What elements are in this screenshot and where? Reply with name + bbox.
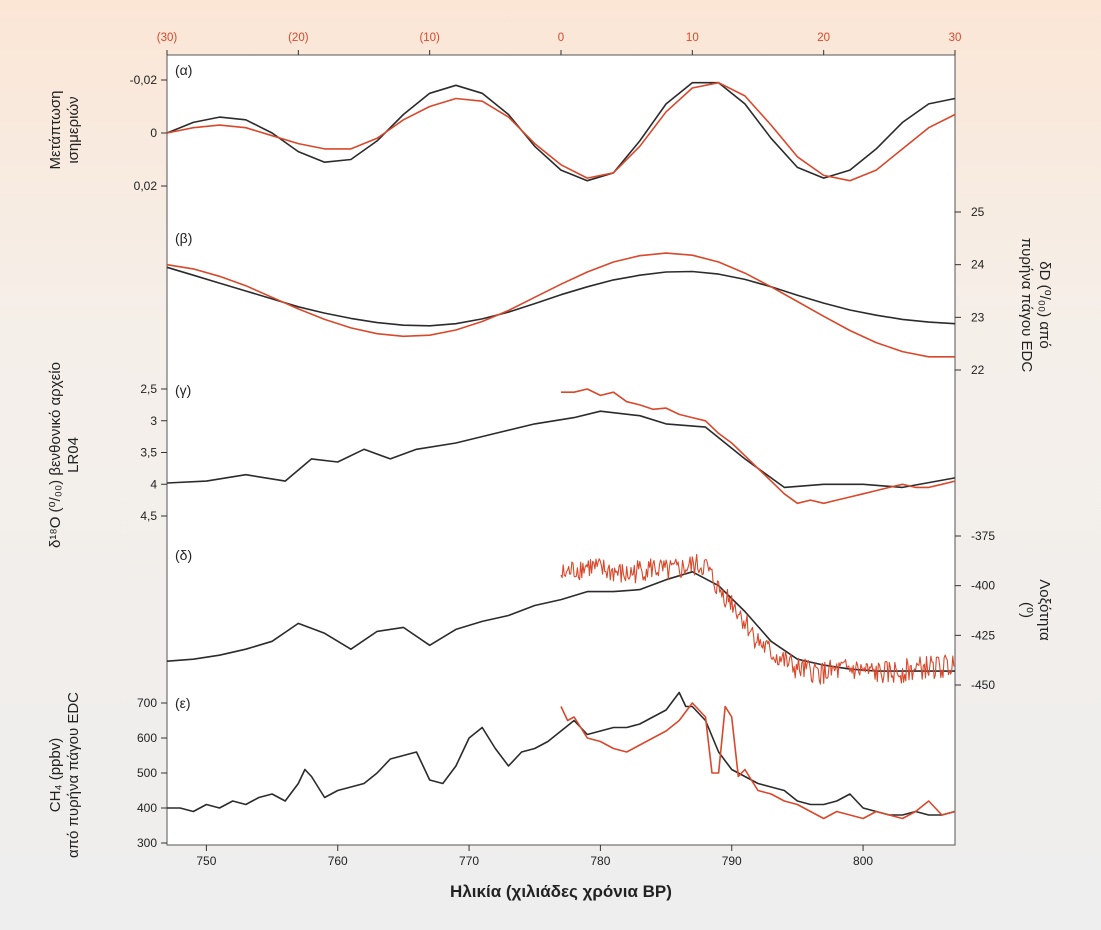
y-tick-label: 4,5 bbox=[140, 509, 157, 523]
y-tick-label: -450 bbox=[971, 678, 995, 692]
series-line-red bbox=[560, 553, 955, 685]
top-x-tick-label: (20) bbox=[288, 32, 309, 44]
top-x-tick-label: (30) bbox=[157, 32, 178, 44]
top-x-tick-label: 20 bbox=[817, 32, 830, 44]
series-line-black bbox=[166, 266, 956, 327]
y-tick-label: 700 bbox=[137, 696, 157, 710]
panel-label: (γ) bbox=[175, 382, 191, 398]
top-x-tick-label: 0 bbox=[558, 32, 564, 44]
y-tick-label: 22 bbox=[971, 363, 985, 377]
y-tick-label: -425 bbox=[971, 628, 995, 642]
y-tick-label: 2,5 bbox=[140, 382, 157, 396]
series-line-red bbox=[166, 252, 955, 358]
x-tick-label: 800 bbox=[853, 854, 873, 868]
y-axis-label-line: CH₄ (ppbv) bbox=[47, 738, 64, 812]
y-axis-label: Μετάπτωση ισημεριών bbox=[47, 91, 82, 170]
x-tick-label: 750 bbox=[196, 854, 216, 868]
x-tick-label: 780 bbox=[590, 854, 610, 868]
panel-label: (δ) bbox=[175, 547, 192, 563]
y-axis-label: Λοξότητα(⁰) bbox=[1018, 579, 1053, 641]
series-line-black bbox=[166, 81, 956, 182]
y-axis-label-line: Λοξότητα bbox=[1036, 579, 1053, 641]
y-axis-label-line: δ¹⁸O (⁰/₀₀) βενθονικό αρχείο bbox=[47, 362, 64, 548]
y-tick-label: -0,02 bbox=[130, 73, 158, 87]
y-tick-label: 600 bbox=[137, 731, 157, 745]
series-line-black bbox=[166, 410, 956, 489]
y-tick-label: -400 bbox=[971, 579, 995, 593]
y-tick-label: 3 bbox=[150, 414, 157, 428]
y-tick-label: 300 bbox=[137, 836, 157, 850]
y-tick-label: 0,02 bbox=[134, 179, 158, 193]
top-x-tick-label: (10) bbox=[419, 32, 440, 44]
y-tick-label: 0 bbox=[150, 126, 157, 140]
y-axis-label-line: από πυρήνα πάγου EDC bbox=[65, 692, 82, 858]
panel-label: (ε) bbox=[175, 695, 191, 711]
y-tick-label: 24 bbox=[971, 258, 985, 272]
y-tick-label: 4 bbox=[150, 477, 157, 491]
x-tick-label: 760 bbox=[328, 854, 348, 868]
x-tick-label: 790 bbox=[722, 854, 742, 868]
top-x-tick-label: 10 bbox=[686, 32, 699, 44]
plot-area bbox=[166, 54, 956, 846]
series-line-red bbox=[561, 388, 956, 505]
series-line-red bbox=[560, 702, 956, 820]
y-axis-label-line: Μετάπτωση bbox=[47, 91, 64, 170]
y-axis-label-line: (⁰) bbox=[1018, 602, 1035, 618]
series-line-black bbox=[166, 571, 955, 672]
y-axis-label: CH₄ (ppbv) από πυρήνα πάγου EDC bbox=[47, 692, 82, 858]
y-axis-label-line: πυρήνα πάγου EDC bbox=[1018, 238, 1035, 373]
panel-label: (α) bbox=[175, 62, 192, 78]
y-axis-label-line: LR04 bbox=[65, 437, 82, 473]
top-x-tick-label: 30 bbox=[949, 32, 962, 44]
y-tick-label: 3,5 bbox=[140, 446, 157, 460]
y-axis-label: δ¹⁸O (⁰/₀₀) βενθονικό αρχείο LR04 bbox=[47, 362, 82, 548]
y-tick-label: 25 bbox=[971, 205, 985, 219]
y-axis-label-line: δD (⁰/₀₀) από bbox=[1036, 261, 1053, 349]
series-line-red bbox=[166, 81, 956, 182]
y-tick-label: 23 bbox=[971, 310, 985, 324]
x-axis-label: Ηλικία (χιλιάδες χρόνια BP) bbox=[450, 882, 672, 901]
y-axis-label-line: ισημεριών bbox=[65, 96, 82, 163]
series-line-black bbox=[167, 691, 956, 816]
x-tick-label: 770 bbox=[459, 854, 479, 868]
y-tick-label: 500 bbox=[137, 766, 157, 780]
y-tick-label: -375 bbox=[971, 529, 995, 543]
y-tick-label: 400 bbox=[137, 801, 157, 815]
panel-label: (β) bbox=[175, 230, 192, 246]
